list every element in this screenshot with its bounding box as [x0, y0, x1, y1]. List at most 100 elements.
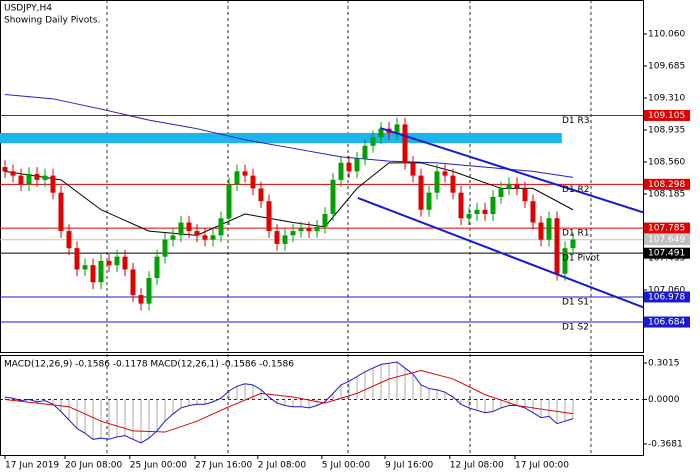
histogram-bar	[92, 399, 94, 440]
x-tick-label: 27 Jun 16:00	[195, 461, 252, 471]
candle-body	[114, 256, 120, 266]
x-tick-label: 17 Jun 2019	[5, 461, 59, 471]
pivot-name: D1 R3	[562, 116, 590, 126]
histogram-bar	[532, 399, 534, 413]
histogram-bar	[364, 371, 366, 400]
y-tick-label: 109.685	[648, 61, 685, 71]
candle-body	[10, 171, 16, 176]
candle-body	[26, 173, 32, 185]
candle-body	[218, 218, 224, 236]
candle-body	[458, 192, 464, 219]
moving-average	[4, 94, 574, 178]
candle-body	[562, 248, 568, 274]
candle-body	[50, 175, 56, 193]
histogram-bar	[36, 399, 38, 402]
moving-average	[4, 162, 574, 236]
pivot-name: D1 R2	[562, 185, 590, 195]
price-tag-label: 109.105	[648, 111, 685, 121]
candle-body	[346, 162, 352, 172]
price-tag	[644, 316, 690, 328]
chart-subtitle: Showing Daily Pivots.	[4, 16, 100, 26]
price-tag	[644, 222, 690, 234]
pivot-name: D1 S1	[562, 297, 589, 307]
histogram-bar	[340, 384, 342, 400]
price-tag-label: 107.491	[648, 249, 685, 259]
candle-body	[266, 201, 272, 232]
histogram-bar	[236, 386, 238, 400]
pivot-name: D1 S2	[562, 323, 589, 333]
candle-body	[314, 226, 320, 232]
histogram-bar	[276, 399, 278, 404]
histogram-bar	[420, 384, 422, 400]
histogram-bar	[108, 399, 110, 440]
histogram-bar	[244, 383, 246, 400]
candle-body	[202, 235, 208, 240]
signal-line	[4, 369, 574, 433]
histogram-bar	[572, 399, 574, 419]
candle-body	[18, 175, 24, 185]
histogram-bar	[20, 399, 22, 401]
candle-body	[210, 235, 216, 240]
histogram-bar	[348, 381, 350, 400]
histogram-bar	[300, 399, 302, 407]
histogram-bar	[388, 363, 390, 400]
candle-body	[282, 235, 288, 244]
candle-body	[514, 184, 520, 189]
pivot-name: D1 Pivot	[562, 254, 600, 264]
candle-body	[250, 175, 256, 189]
price-tag-label: 106.684	[648, 318, 685, 328]
x-tick-label: 12 Jul 08:00	[450, 461, 504, 471]
candle-body	[74, 248, 80, 270]
candle-body	[554, 218, 560, 274]
y-tick-label: 109.310	[648, 93, 685, 103]
histogram-bar	[404, 368, 406, 400]
candle-body	[138, 295, 144, 304]
histogram-bar	[260, 389, 262, 400]
x-tick-label: 25 Jun 00:00	[130, 461, 187, 471]
candle-body	[66, 231, 72, 249]
x-tick-label: 9 Jul 16:00	[385, 461, 434, 471]
y-tick-label: 107.060	[648, 285, 685, 295]
candle-body	[258, 188, 264, 202]
histogram-bar	[44, 399, 46, 401]
histogram-bar	[468, 399, 470, 408]
y-tick-label: 108.185	[648, 189, 685, 199]
candle-body	[226, 184, 232, 219]
histogram-bar	[140, 399, 142, 443]
histogram-bar	[316, 399, 318, 406]
separators	[106, 0, 592, 455]
y-tick-label: 0.0000	[648, 395, 680, 405]
candle-body	[106, 260, 112, 266]
candle-body	[482, 209, 488, 215]
trendline	[379, 127, 643, 214]
histogram-bar	[476, 399, 478, 411]
price-tag	[644, 234, 690, 246]
histogram-bar	[148, 399, 150, 439]
histogram-bar	[548, 399, 550, 417]
x-tick-label: 17 Jul 00:00	[515, 461, 569, 471]
histogram-bar	[100, 399, 102, 439]
chart-title: USDJPY,H4	[4, 4, 52, 14]
y-tick-label: 110.060	[648, 29, 685, 39]
histogram-bar	[84, 399, 86, 434]
histogram-bar	[4, 397, 6, 400]
histogram-bar	[228, 390, 230, 400]
histogram-bar	[196, 399, 198, 405]
histogram-bar	[524, 399, 526, 408]
histogram-bar	[292, 399, 294, 407]
histogram-bar	[172, 399, 174, 414]
histogram-bar	[116, 399, 118, 437]
histogram-bar	[452, 397, 454, 400]
histogram-bar	[332, 393, 334, 400]
histogram-bar	[268, 397, 270, 400]
x-tick-label: 20 Jun 08:00	[65, 461, 122, 471]
trendline	[357, 197, 643, 309]
candle-body	[426, 192, 432, 210]
histogram-bar	[428, 388, 430, 400]
histogram-bar	[436, 389, 438, 400]
pivot-name: D1 R1	[562, 229, 590, 239]
macd-title: MACD(12,26,9) -0.1586 -0.1178 MACD(12,26…	[4, 360, 294, 370]
candle-body	[322, 214, 328, 227]
y-tick-label: 108.560	[648, 157, 685, 167]
